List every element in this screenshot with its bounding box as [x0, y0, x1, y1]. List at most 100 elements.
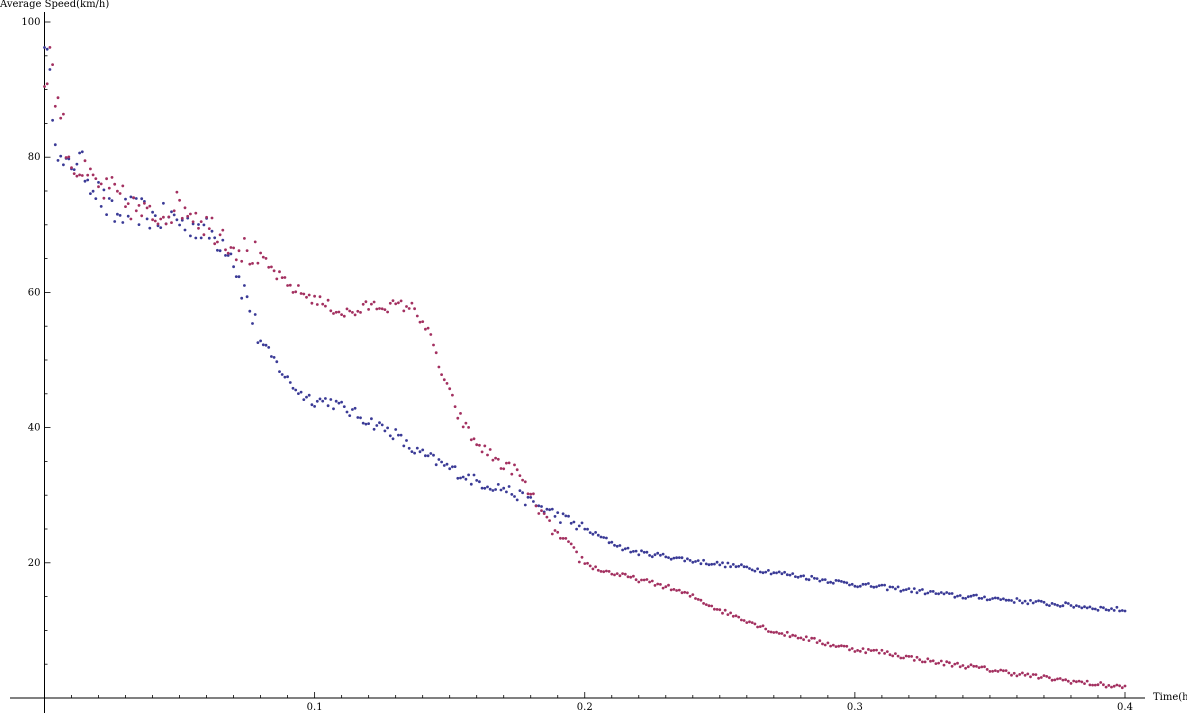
data-point	[818, 639, 822, 643]
data-point	[880, 583, 884, 587]
data-point	[134, 209, 138, 213]
data-point	[91, 189, 95, 193]
data-point	[410, 301, 414, 305]
data-point	[615, 572, 619, 575]
data-point	[375, 307, 379, 311]
data-point	[1018, 599, 1022, 602]
data-point	[993, 669, 997, 672]
data-point	[64, 156, 68, 159]
data-point	[113, 182, 117, 186]
data-point	[813, 636, 816, 640]
data-point	[1107, 608, 1111, 612]
data-point	[923, 592, 927, 596]
data-point	[178, 198, 182, 202]
data-point	[702, 558, 705, 562]
data-point	[958, 665, 962, 669]
data-point	[659, 583, 662, 586]
data-point	[804, 577, 808, 581]
data-point	[315, 399, 319, 403]
data-point	[361, 421, 365, 425]
data-point	[342, 405, 346, 408]
data-point	[307, 293, 311, 297]
data-point	[561, 512, 565, 516]
data-point	[831, 581, 835, 585]
data-point	[723, 608, 727, 612]
data-point	[126, 202, 130, 206]
data-point	[283, 375, 287, 379]
y-tick-label: 40	[28, 423, 41, 434]
data-point	[958, 594, 962, 597]
data-point	[507, 461, 511, 465]
data-point	[178, 223, 182, 227]
data-point	[153, 219, 157, 223]
data-point	[488, 448, 492, 451]
data-point	[172, 213, 176, 217]
data-point	[210, 216, 214, 220]
data-point	[1015, 674, 1019, 678]
axes	[10, 12, 1145, 713]
data-point	[777, 632, 781, 635]
data-point	[1002, 597, 1005, 601]
data-point	[761, 624, 765, 628]
data-point	[337, 310, 341, 314]
data-point	[567, 540, 570, 543]
data-point	[775, 630, 778, 634]
data-point	[1004, 598, 1008, 602]
data-point	[251, 262, 254, 265]
data-point	[397, 301, 400, 305]
data-point	[48, 68, 52, 71]
data-point	[399, 299, 403, 303]
data-point	[829, 580, 832, 584]
data-point	[729, 611, 732, 615]
data-point	[283, 276, 287, 279]
data-point	[80, 174, 84, 177]
data-point	[375, 424, 379, 427]
data-point	[199, 220, 203, 224]
data-point	[499, 467, 503, 470]
x-tick-label: 0.3	[847, 702, 863, 713]
data-point	[315, 303, 319, 306]
data-point	[534, 504, 538, 508]
data-point	[207, 227, 211, 231]
data-point	[540, 505, 543, 508]
data-point	[105, 177, 108, 181]
data-point	[861, 647, 865, 650]
data-point	[1075, 680, 1078, 684]
data-point	[634, 549, 638, 553]
data-point	[483, 444, 487, 448]
data-point	[588, 531, 592, 534]
data-point	[424, 454, 427, 458]
data-point	[721, 611, 724, 615]
data-point	[645, 550, 649, 554]
data-point	[186, 214, 190, 218]
data-point	[1091, 607, 1094, 611]
data-point	[1083, 605, 1086, 609]
data-point	[723, 565, 727, 569]
data-point	[761, 571, 765, 575]
data-point	[885, 588, 889, 592]
data-point	[129, 217, 133, 221]
data-point	[43, 85, 46, 88]
data-point	[205, 215, 209, 219]
data-point	[777, 570, 781, 574]
data-point	[991, 597, 994, 600]
data-point	[953, 595, 957, 599]
data-point	[515, 498, 519, 502]
data-point	[237, 249, 241, 253]
data-point	[966, 665, 970, 669]
data-point	[442, 378, 446, 382]
data-point	[953, 662, 957, 666]
data-point	[688, 594, 692, 598]
data-point	[245, 295, 249, 299]
data-point	[834, 579, 838, 582]
data-point	[553, 529, 557, 532]
data-point	[991, 669, 994, 673]
data-point	[280, 276, 284, 279]
data-point	[702, 602, 705, 605]
data-point	[807, 639, 811, 642]
data-point	[1080, 606, 1084, 610]
data-point	[842, 580, 846, 584]
data-point	[407, 307, 411, 310]
data-point	[748, 620, 751, 624]
data-point	[559, 536, 562, 540]
